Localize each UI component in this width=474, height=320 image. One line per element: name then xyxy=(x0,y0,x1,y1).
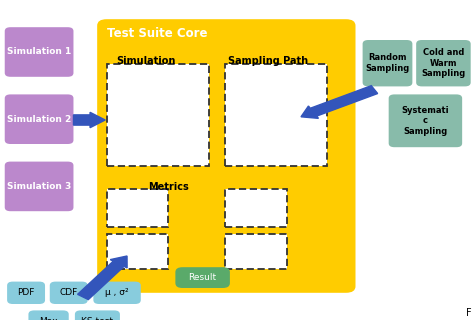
Text: Max: Max xyxy=(39,317,58,320)
Text: Simulation 3: Simulation 3 xyxy=(7,182,71,191)
Text: CDF: CDF xyxy=(60,288,78,297)
Text: μ , σ²: μ , σ² xyxy=(105,288,129,297)
FancyBboxPatch shape xyxy=(50,282,88,304)
Text: Sampling Path: Sampling Path xyxy=(228,56,308,66)
Text: Result: Result xyxy=(189,273,217,282)
Bar xyxy=(107,234,168,269)
Text: PDF: PDF xyxy=(18,288,35,297)
Text: KS test: KS test xyxy=(82,317,113,320)
FancyBboxPatch shape xyxy=(5,94,73,144)
FancyBboxPatch shape xyxy=(7,282,45,304)
Text: Cold and
Warm
Sampling: Cold and Warm Sampling xyxy=(421,48,465,78)
FancyArrow shape xyxy=(73,112,105,128)
FancyBboxPatch shape xyxy=(97,19,356,293)
Text: F: F xyxy=(466,308,472,318)
FancyBboxPatch shape xyxy=(175,267,230,288)
FancyBboxPatch shape xyxy=(93,282,141,304)
Text: Test Suite Core: Test Suite Core xyxy=(107,27,207,40)
FancyBboxPatch shape xyxy=(389,94,462,147)
Bar xyxy=(107,64,209,166)
Text: Random
Sampling: Random Sampling xyxy=(365,53,410,73)
Text: Simulation 1: Simulation 1 xyxy=(7,47,71,57)
Text: Simulation 2: Simulation 2 xyxy=(7,115,71,124)
Bar xyxy=(225,234,287,269)
FancyBboxPatch shape xyxy=(28,310,69,320)
Bar xyxy=(107,189,168,227)
Text: Metrics: Metrics xyxy=(148,182,189,192)
FancyBboxPatch shape xyxy=(363,40,412,86)
Bar xyxy=(225,64,327,166)
FancyBboxPatch shape xyxy=(416,40,471,86)
FancyBboxPatch shape xyxy=(5,162,73,211)
Bar xyxy=(225,189,287,227)
Text: Systemati
c
Sampling: Systemati c Sampling xyxy=(401,106,449,136)
FancyArrow shape xyxy=(78,256,127,300)
FancyBboxPatch shape xyxy=(5,27,73,77)
FancyBboxPatch shape xyxy=(75,310,120,320)
Text: Simulation: Simulation xyxy=(116,56,175,66)
FancyArrow shape xyxy=(301,86,378,118)
